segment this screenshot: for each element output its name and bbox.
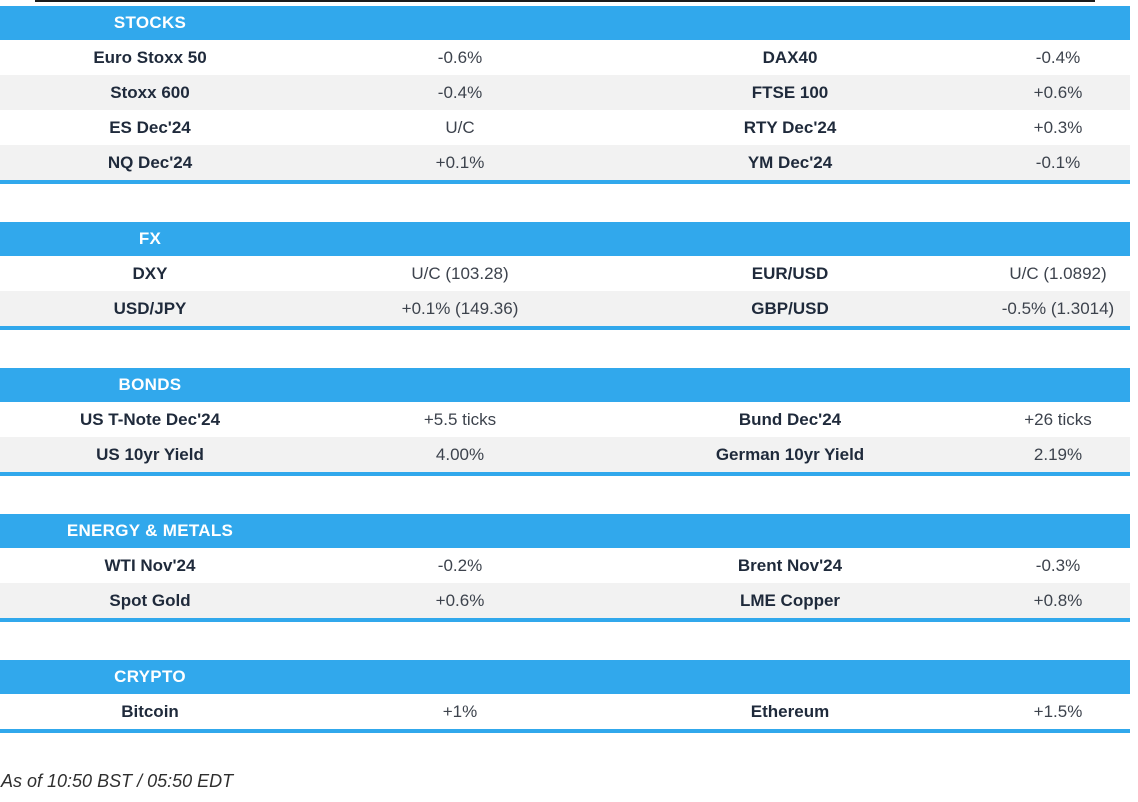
market-tables: STOCKS Euro Stoxx 50 -0.6% DAX40 -0.4% S… xyxy=(0,6,1130,771)
section-title: CRYPTO xyxy=(114,667,186,686)
section-header: BONDS xyxy=(0,368,1130,402)
market-section: ENERGY & METALS WTI Nov'24 -0.2% Brent N… xyxy=(0,514,1130,622)
section-rows: Bitcoin +1% Ethereum +1.5% xyxy=(0,694,1130,729)
instrument-name-right: FTSE 100 xyxy=(751,83,829,102)
instrument-name-left: Stoxx 600 xyxy=(110,83,190,102)
instrument-change-right: +26 ticks xyxy=(1024,410,1092,429)
instrument-change-left: -0.2% xyxy=(437,556,483,575)
instrument-change-right: -0.3% xyxy=(1035,556,1081,575)
instrument-name-left: Bitcoin xyxy=(121,702,179,721)
section-title: BONDS xyxy=(118,375,182,394)
section-title: ENERGY & METALS xyxy=(66,521,234,540)
instrument-name-left: USD/JPY xyxy=(113,299,187,318)
instrument-name-right: German 10yr Yield xyxy=(715,445,865,464)
instrument-name-left: WTI Nov'24 xyxy=(104,556,196,575)
instrument-name-right: YM Dec'24 xyxy=(747,153,833,172)
instrument-name-left: Spot Gold xyxy=(109,591,191,610)
section-header: ENERGY & METALS xyxy=(0,514,1130,548)
instrument-change-right: +0.8% xyxy=(1033,591,1083,610)
instrument-name-left: ES Dec'24 xyxy=(109,118,191,137)
instrument-name-right: Brent Nov'24 xyxy=(737,556,843,575)
market-row: DXY U/C (103.28) EUR/USD U/C (1.0892) xyxy=(0,256,1130,291)
instrument-name-right: EUR/USD xyxy=(751,264,829,283)
instrument-change-right: -0.4% xyxy=(1035,48,1081,67)
instrument-change-left: +0.6% xyxy=(435,591,485,610)
section-title: STOCKS xyxy=(113,13,187,32)
market-section: BONDS US T-Note Dec'24 +5.5 ticks Bund D… xyxy=(0,368,1130,476)
instrument-change-left: -0.4% xyxy=(437,83,483,102)
section-header: CRYPTO xyxy=(0,660,1130,694)
instrument-name-left: NQ Dec'24 xyxy=(107,153,193,172)
market-row: WTI Nov'24 -0.2% Brent Nov'24 -0.3% xyxy=(0,548,1130,583)
instrument-change-right: +0.3% xyxy=(1033,118,1083,137)
instrument-change-right: 2.19% xyxy=(1033,445,1083,464)
instrument-name-right: LME Copper xyxy=(739,591,841,610)
instrument-change-left: +0.1% (149.36) xyxy=(401,299,519,318)
market-row: Bitcoin +1% Ethereum +1.5% xyxy=(0,694,1130,729)
market-row: Spot Gold +0.6% LME Copper +0.8% xyxy=(0,583,1130,618)
instrument-change-right: -0.1% xyxy=(1035,153,1081,172)
section-rows: US T-Note Dec'24 +5.5 ticks Bund Dec'24 … xyxy=(0,402,1130,472)
instrument-change-left: 4.00% xyxy=(435,445,485,464)
section-header: STOCKS xyxy=(0,6,1130,40)
market-row: US T-Note Dec'24 +5.5 ticks Bund Dec'24 … xyxy=(0,402,1130,437)
market-row: Euro Stoxx 50 -0.6% DAX40 -0.4% xyxy=(0,40,1130,75)
section-rows: Euro Stoxx 50 -0.6% DAX40 -0.4% Stoxx 60… xyxy=(0,40,1130,180)
instrument-change-left: +1% xyxy=(442,702,478,721)
market-row: US 10yr Yield 4.00% German 10yr Yield 2.… xyxy=(0,437,1130,472)
instrument-name-right: Ethereum xyxy=(750,702,830,721)
instrument-change-left: +0.1% xyxy=(435,153,485,172)
instrument-change-right: +1.5% xyxy=(1033,702,1083,721)
section-title: FX xyxy=(138,229,162,248)
market-section: FX DXY U/C (103.28) EUR/USD U/C (1.0892)… xyxy=(0,222,1130,330)
market-row: Stoxx 600 -0.4% FTSE 100 +0.6% xyxy=(0,75,1130,110)
instrument-name-left: Euro Stoxx 50 xyxy=(93,48,207,67)
as-of-timestamp: As of 10:50 BST / 05:50 EDT xyxy=(1,771,234,791)
instrument-name-right: DAX40 xyxy=(762,48,818,67)
market-row: ES Dec'24 U/C RTY Dec'24 +0.3% xyxy=(0,110,1130,145)
top-divider-line xyxy=(35,0,1095,2)
instrument-name-left: US T-Note Dec'24 xyxy=(79,410,221,429)
market-section: STOCKS Euro Stoxx 50 -0.6% DAX40 -0.4% S… xyxy=(0,6,1130,184)
market-row: NQ Dec'24 +0.1% YM Dec'24 -0.1% xyxy=(0,145,1130,180)
instrument-change-right: -0.5% (1.3014) xyxy=(1001,299,1115,318)
market-section: CRYPTO Bitcoin +1% Ethereum +1.5% xyxy=(0,660,1130,733)
instrument-name-right: RTY Dec'24 xyxy=(743,118,837,137)
instrument-name-left: DXY xyxy=(132,264,168,283)
instrument-change-left: U/C (103.28) xyxy=(411,264,509,283)
section-rows: WTI Nov'24 -0.2% Brent Nov'24 -0.3% Spot… xyxy=(0,548,1130,618)
section-header: FX xyxy=(0,222,1130,256)
instrument-name-right: Bund Dec'24 xyxy=(738,410,842,429)
instrument-change-right: U/C (1.0892) xyxy=(1009,264,1107,283)
instrument-change-left: -0.6% xyxy=(437,48,483,67)
instrument-name-left: US 10yr Yield xyxy=(96,445,204,464)
market-row: USD/JPY +0.1% (149.36) GBP/USD -0.5% (1.… xyxy=(0,291,1130,326)
section-rows: DXY U/C (103.28) EUR/USD U/C (1.0892) US… xyxy=(0,256,1130,326)
instrument-change-right: +0.6% xyxy=(1033,83,1083,102)
instrument-change-left: +5.5 ticks xyxy=(423,410,497,429)
instrument-name-right: GBP/USD xyxy=(751,299,829,318)
instrument-change-left: U/C xyxy=(445,118,475,137)
